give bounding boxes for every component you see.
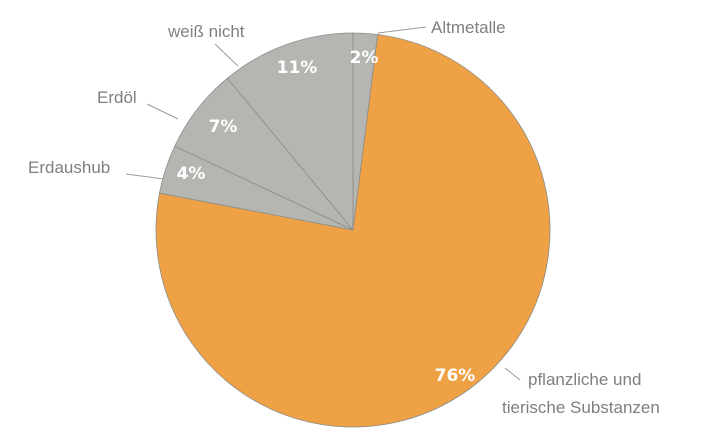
value-label-altmetalle: 2% bbox=[350, 48, 379, 68]
value-label-weiss-nicht: 11% bbox=[277, 58, 318, 78]
category-label-pflanzliche-line1: pflanzliche und bbox=[528, 370, 641, 389]
pie-slice-pflanzliche-tierische bbox=[155, 34, 551, 428]
pie-slices bbox=[155, 32, 551, 428]
leader-line-erdoel bbox=[146, 103, 179, 120]
leader-line-altmetalle bbox=[377, 26, 427, 34]
value-label-pflanzliche-tierische: 76% bbox=[435, 366, 476, 386]
leader-line-pflanzliche-tierische bbox=[504, 367, 521, 381]
leader-line-erdaushub bbox=[125, 173, 165, 180]
leader-line-weiss-nicht bbox=[214, 43, 239, 67]
category-label-erdoel: Erdöl bbox=[97, 88, 137, 107]
leader-lines bbox=[125, 26, 521, 381]
value-label-erdoel: 7% bbox=[209, 117, 238, 137]
value-label-erdaushub: 4% bbox=[177, 164, 206, 184]
pie-slice-weiss-nicht bbox=[226, 32, 354, 232]
category-label-pflanzliche-line2: tierische Substanzen bbox=[502, 398, 660, 417]
category-label-erdaushub: Erdaushub bbox=[28, 158, 110, 177]
category-label-altmetalle: Altmetalle bbox=[431, 18, 506, 37]
category-label-weiss-nicht: weiß nicht bbox=[167, 22, 245, 41]
